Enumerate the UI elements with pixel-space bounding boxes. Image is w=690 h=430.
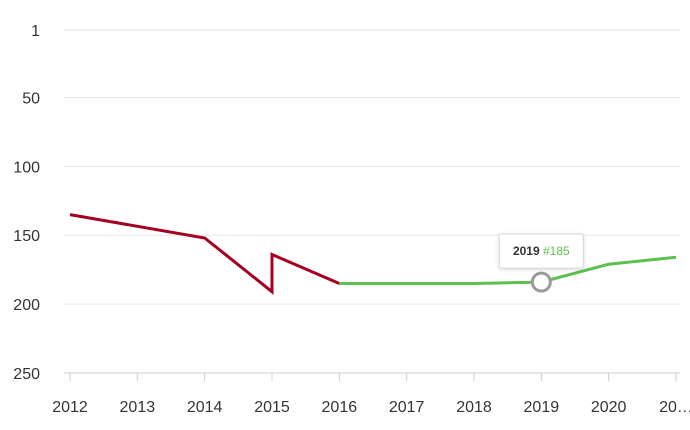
y-tick-label: 150: [13, 228, 40, 245]
x-tick-label: 2020: [591, 399, 627, 416]
x-tick-label: 2017: [389, 399, 425, 416]
y-tick-label: 200: [13, 297, 40, 314]
series-line-1: [69, 213, 340, 295]
x-tick-label: 20…: [659, 399, 690, 416]
x-tick-label: 2014: [187, 399, 223, 416]
x-tick-label: 2013: [120, 399, 156, 416]
x-tick-label: 2015: [254, 399, 290, 416]
tooltip-value: #185: [543, 244, 570, 258]
grid-lines: [64, 29, 680, 305]
y-tick-label: 100: [13, 159, 40, 176]
x-axis-tick-labels: 2012 2013 2014 2015 2016 2017 2018 2019 2020 20…: [52, 399, 690, 416]
x-tick-label: 2012: [52, 399, 88, 416]
x-tick-label: 2018: [456, 399, 492, 416]
hover-marker: [530, 271, 552, 293]
tooltip-text: 2019 #185: [513, 244, 570, 258]
x-tick-label: 2016: [322, 399, 358, 416]
tooltip-year: 2019: [513, 244, 543, 258]
tooltip: 2019 #185: [498, 233, 584, 293]
series-lines: [69, 213, 677, 295]
y-tick-label: 1: [31, 23, 40, 40]
tooltip-box: [498, 233, 584, 269]
x-tick-label: 2019: [524, 399, 560, 416]
y-tick-label: 50: [22, 90, 40, 107]
y-tick-label: 250: [13, 366, 40, 383]
x-axis: [64, 372, 680, 381]
